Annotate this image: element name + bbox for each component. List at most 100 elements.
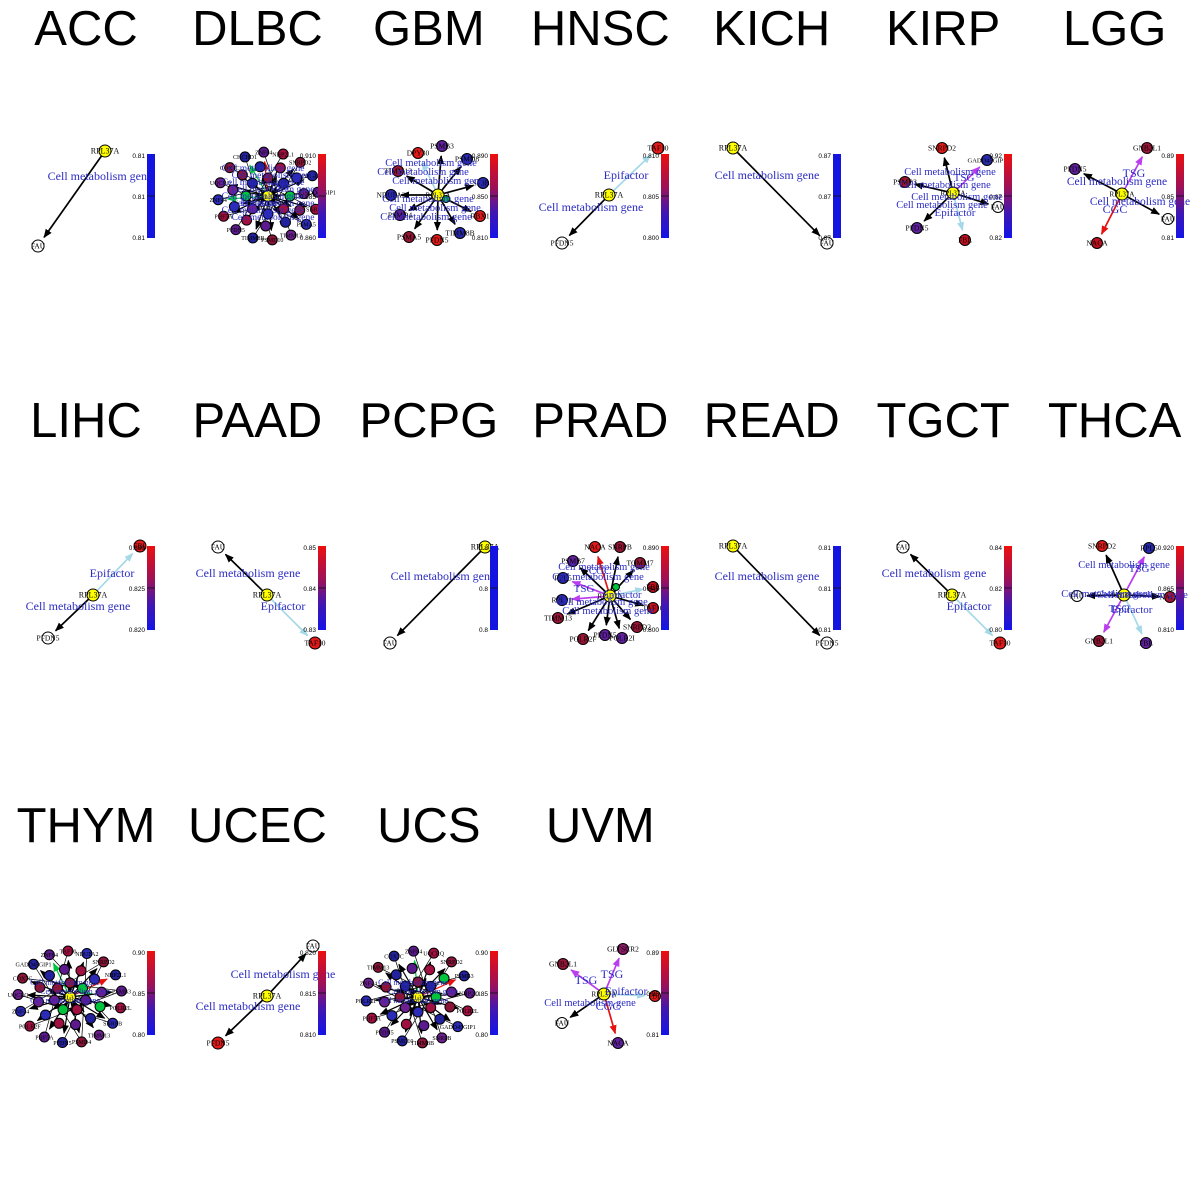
colorbar-tick-label: 0.885 [300, 194, 317, 201]
node-label: NHP2L1 [459, 991, 481, 997]
node-SNRPD2 [1095, 540, 1108, 552]
edge-black [568, 198, 606, 237]
edge-label: Cell metabolism gene [896, 200, 988, 211]
node-label: NACA [608, 1038, 630, 1047]
colorbar-tick-label: 0.865 [1157, 586, 1174, 593]
edge-black [1104, 554, 1122, 590]
node-RPL5 [1142, 542, 1155, 554]
panel-uvm: UVM RPL37A GLTSCR2 GNB2L1 FBL FAU NACA TSG TSG Ep… [514, 797, 686, 1085]
node-TIMM13 [391, 165, 404, 177]
network-node [445, 986, 457, 998]
node-label: FAU [819, 238, 834, 247]
edge-label: Cell metabolism gene [911, 192, 1003, 203]
network-node [32, 996, 44, 1008]
edge-label: Cell metabolism gene [904, 167, 996, 178]
node-FBL [133, 539, 147, 553]
node-label: SNRPB [103, 1022, 122, 1028]
node-label: PFDN5 [375, 1030, 393, 1036]
edge-purple [570, 969, 600, 992]
edge-lightblue [96, 552, 134, 592]
network-node [294, 204, 306, 216]
edge-purple [605, 957, 621, 989]
node-PSMB7 [567, 555, 580, 567]
node-label: PHF5A [215, 215, 234, 221]
node-FAU [31, 239, 45, 253]
network-plot: RPL37A FAU Cell metabolism gene 0.87 0.87 0.8… [714, 141, 841, 250]
node-ZNF84 [43, 949, 55, 961]
node-NACA [1090, 237, 1103, 249]
node-NACA [612, 1037, 625, 1049]
edge-black [43, 155, 103, 239]
node-FAU [992, 201, 1005, 213]
node-TIMM8B [247, 232, 259, 244]
colorbar-tick-label: 0.82 [989, 586, 1002, 593]
network-node [425, 1002, 437, 1014]
colorbar-tick-label: 0.80 [132, 1032, 145, 1039]
node-RPL37A [431, 188, 445, 202]
panel-title: THCA [1047, 394, 1182, 448]
network-plot: RPL37A FAU Cell metabolism gene 0.81 0.81 0.8… [31, 144, 155, 253]
node-label: UQCRQ [8, 993, 30, 999]
node-TAF10 [651, 141, 665, 155]
colorbar-tick-label: 0.80 [989, 627, 1002, 634]
panel-title: READ [703, 394, 840, 448]
edge-label: Cell metabolism gene [30, 978, 100, 987]
edge-black [611, 601, 621, 630]
edge-black [736, 549, 821, 637]
node-TIMM13 [285, 229, 297, 241]
node-label: NACA [1086, 238, 1108, 247]
panel-title: THYM [16, 799, 156, 853]
node-PFDN5 [599, 629, 612, 641]
colorbar-tick-label: 0.85 [1161, 194, 1174, 201]
panel-acc: ACC RPL37A FAU Cell metabolism gene 0.81 0.81… [0, 0, 172, 288]
network-plot: RPL37A NACA SNRPB PSMB7 TOMM7 RPL5 FBL RPL11 TAF… [544, 541, 670, 645]
network-plot: RPL37A SNRPD2 RPL5 FAU NACA GNB2L1 FBL Cell met… [1061, 540, 1188, 649]
colorbar-tick-label: 0.8 [479, 545, 488, 552]
network-node [70, 1019, 82, 1031]
node-POLR2F [24, 1020, 36, 1032]
node-COX7C [224, 162, 236, 174]
edge-black [443, 184, 475, 195]
node-label: POLR2L [302, 174, 324, 180]
edge-label: Cell metabolism gene [539, 200, 644, 214]
edge-lightblue [613, 154, 652, 192]
panel-paad: PAAD FAU RPL37A TAF10 Cell metabolism gene Ep… [171, 392, 343, 680]
node-label: PFDN5 [594, 630, 617, 639]
panel-ucec: UCEC FAU RPL37A PFDN5 Cell metabolism gene Ce… [171, 797, 343, 1085]
edge-purple [956, 166, 981, 190]
network-node [399, 1002, 411, 1014]
colorbar-tick-label: 0.90 [475, 950, 488, 957]
node-SF3B5 [476, 177, 489, 189]
node-GNB2L1 [1092, 635, 1105, 647]
node-SNRPD2 [936, 142, 949, 154]
node-label: SNRPD2 [623, 622, 651, 631]
node-FBL [959, 234, 972, 246]
panel-thca: THCA RPL37A SNRPD2 RPL5 FAU NACA GNB2L1 FBL Cell… [1029, 392, 1200, 680]
node-label: FAU [555, 1018, 570, 1027]
node-PFDN5 [820, 636, 834, 650]
node-GNB2L1 [557, 958, 570, 970]
colorbar-tick-label: 0.85 [304, 545, 317, 552]
node-label: RPL37A [595, 190, 624, 199]
panel-kirp: KIRP RPL37A SNRPD2 GADD45GIP1 PSMB3 FAU PFDN5 F… [857, 0, 1029, 288]
node-RPL37A [726, 539, 740, 553]
edge-label: Cell metabolism gene [30, 996, 100, 1005]
colorbar-tick-label: 0.87 [818, 235, 831, 242]
node-label: ZNF44 [210, 198, 227, 204]
node-GNB2L1 [1140, 142, 1153, 154]
node-PFDN5 [41, 631, 55, 645]
network-node [441, 195, 450, 203]
node-TIMM13 [552, 612, 565, 624]
edge-black [407, 197, 433, 212]
network-node [43, 970, 55, 982]
panel-title: PRAD [532, 394, 669, 448]
edge-label: Cell metabolism gene [1089, 196, 1189, 208]
colorbar-tick-label: 0.845 [643, 586, 660, 593]
colorbar-tick-label: 0.87 [818, 194, 831, 201]
edge-purple [571, 594, 605, 603]
edge-label: Cell metabolism gene [553, 572, 645, 583]
network-plot: RPL37A SNRPD2 PSMB3 NHP2L1 POLR2L GADD45GIP1 S… [355, 945, 498, 1049]
edge-label: Cell metabolism gene [1078, 560, 1170, 571]
node-TOMM7 [634, 557, 647, 569]
node-label: TIMM8B [242, 236, 265, 242]
